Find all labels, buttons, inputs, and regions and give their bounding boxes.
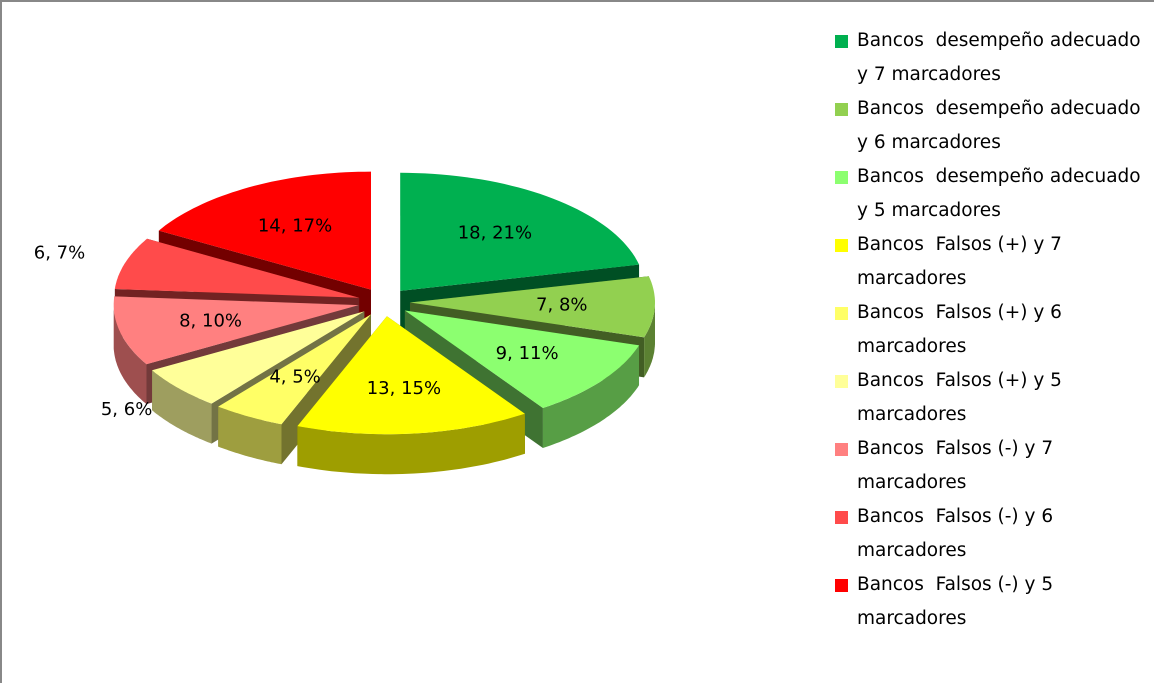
slice-top xyxy=(113,296,359,365)
legend-item: Bancos Falsos (-) y 6 marcadores xyxy=(835,500,1145,568)
legend-label: Bancos Falsos (-) y 6 marcadores xyxy=(857,506,1060,561)
slice-side xyxy=(152,370,212,444)
slice-side xyxy=(218,406,282,465)
legend-swatch xyxy=(835,239,848,252)
legend-item: Bancos Falsos (+) y 7 marcadores xyxy=(835,228,1145,296)
legend-swatch xyxy=(835,375,848,388)
legend-item: Bancos Falsos (+) y 5 marcadores xyxy=(835,364,1145,432)
legend-label: Bancos Falsos (+) y 6 marcadores xyxy=(857,302,1068,357)
data-label: 18, 21% xyxy=(458,223,532,244)
legend-label: Bancos Falsos (+) y 7 marcadores xyxy=(857,234,1068,289)
legend-swatch xyxy=(835,35,848,48)
slice-top xyxy=(152,311,365,404)
legend-label: Bancos desempeño adecuado y 6 marcadores xyxy=(857,98,1147,153)
data-label: 6, 7% xyxy=(34,242,85,263)
data-label: 8, 10% xyxy=(179,310,242,331)
legend-swatch xyxy=(835,511,848,524)
slice-top xyxy=(158,171,371,290)
data-label: 5, 6% xyxy=(101,399,152,420)
legend-label: Bancos desempeño adecuado y 7 marcadores xyxy=(857,30,1147,85)
legend: Bancos desempeño adecuado y 7 marcadores… xyxy=(835,24,1145,636)
legend-swatch xyxy=(835,307,848,320)
slice-side xyxy=(644,302,655,378)
legend-item: Bancos desempeño adecuado y 7 marcadores xyxy=(835,24,1145,92)
legend-item: Bancos Falsos (-) y 7 marcadores xyxy=(835,432,1145,500)
legend-item: Bancos Falsos (+) y 6 marcadores xyxy=(835,296,1145,364)
legend-item: Bancos desempeño adecuado y 6 marcadores xyxy=(835,92,1145,160)
data-label: 7, 8% xyxy=(536,294,587,315)
legend-swatch xyxy=(835,443,848,456)
slice-side xyxy=(113,305,147,405)
legend-item: Bancos Falsos (-) y 5 marcadores xyxy=(835,568,1145,636)
legend-item: Bancos desempeño adecuado y 5 marcadores xyxy=(835,160,1145,228)
slice-side xyxy=(542,345,639,448)
data-label: 9, 11% xyxy=(496,343,559,364)
legend-label: Bancos desempeño adecuado y 5 marcadores xyxy=(857,166,1147,221)
data-label: 4, 5% xyxy=(269,367,320,388)
slice-top xyxy=(404,310,639,408)
slice-top xyxy=(297,316,525,435)
slice-top xyxy=(114,238,360,298)
slice-top xyxy=(400,172,640,291)
data-label: 13, 15% xyxy=(367,378,441,399)
legend-label: Bancos Falsos (-) y 7 marcadores xyxy=(857,438,1060,493)
slice-top xyxy=(218,314,371,425)
data-label: 14, 17% xyxy=(258,215,332,236)
slice xyxy=(297,316,525,475)
legend-swatch xyxy=(835,579,848,592)
slice-side xyxy=(297,413,525,475)
legend-label: Bancos Falsos (-) y 5 marcadores xyxy=(857,574,1060,629)
legend-swatch xyxy=(835,103,848,116)
legend-swatch xyxy=(835,171,848,184)
legend-label: Bancos Falsos (+) y 5 marcadores xyxy=(857,370,1068,425)
pie-plot: 18, 21% 7, 8% 9, 11% 13, 15% 4, 5% 5, 6% 8, 10… xyxy=(34,171,655,475)
slice-top xyxy=(409,276,655,338)
